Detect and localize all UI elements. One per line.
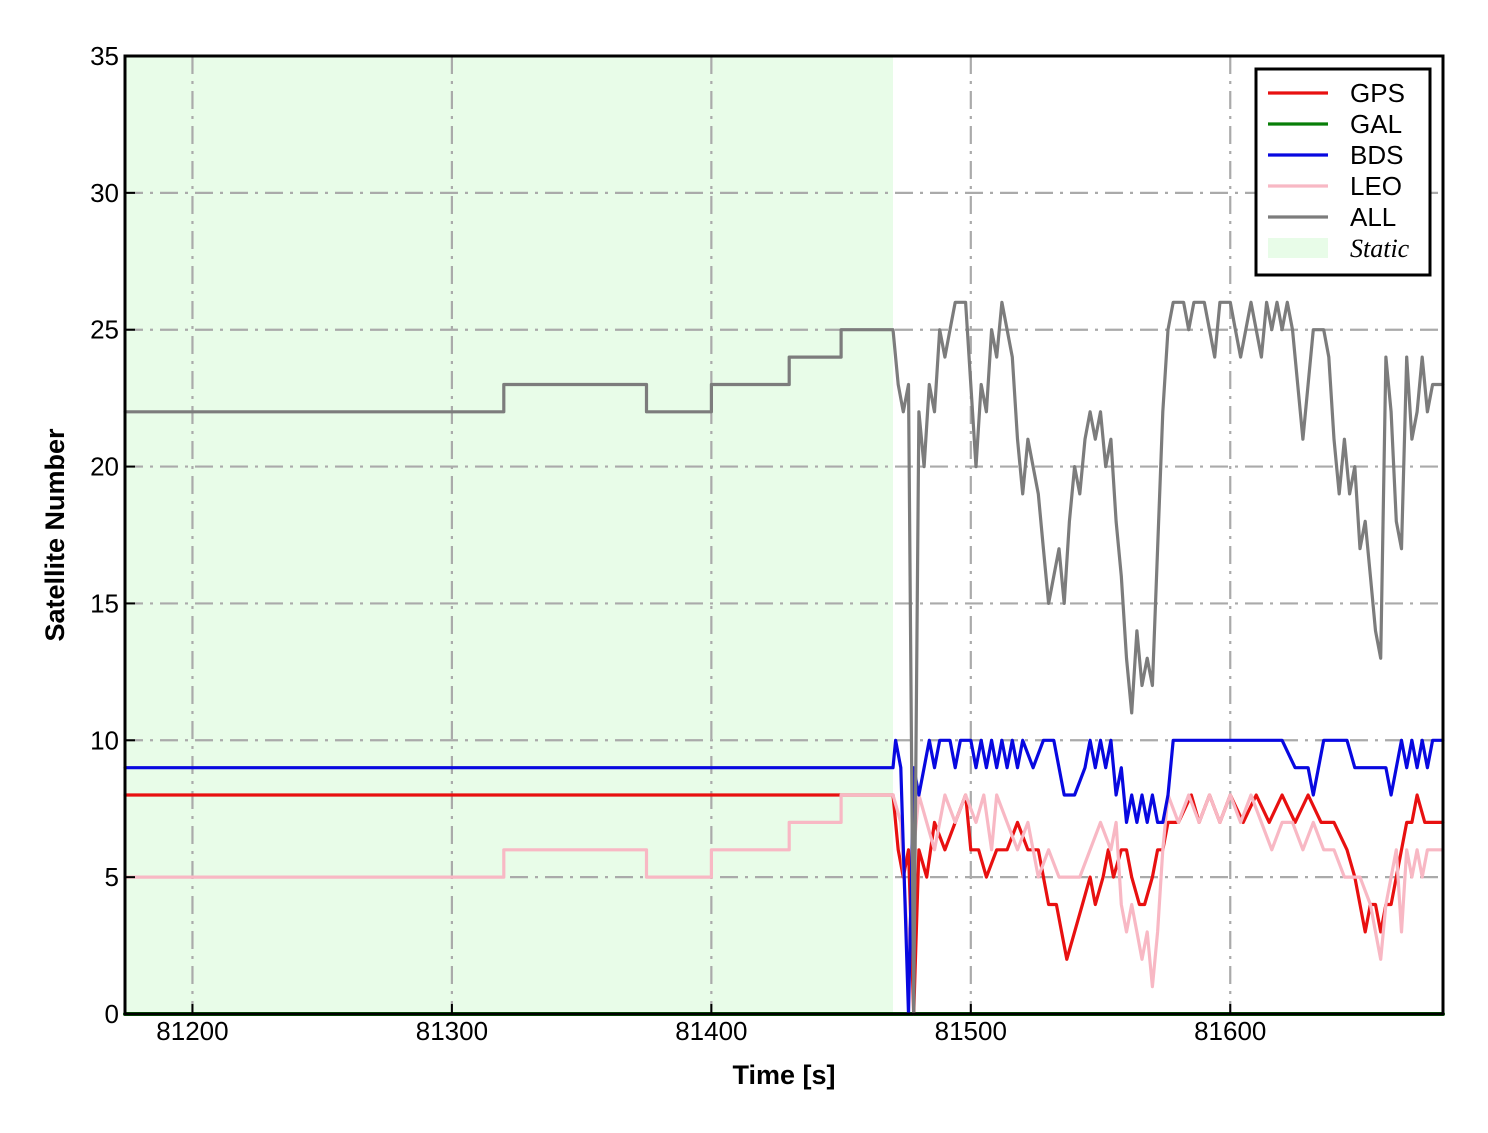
y-tick-label-5: 5 (105, 862, 119, 892)
y-tick-label-0: 0 (105, 999, 119, 1029)
legend-label-all: ALL (1350, 202, 1396, 232)
tick-layer: 81200 81300 81400 81500 81600 0 5 10 15 20 25 30 35 (90, 41, 1266, 1046)
x-axis-title: Time [s] (732, 1060, 835, 1090)
shaded-region-layer (125, 56, 893, 1014)
y-tick-label-30: 30 (90, 178, 119, 208)
y-tick-label-25: 25 (90, 315, 119, 345)
series-line-all (123, 300, 1445, 1016)
series-line-bds (123, 738, 1445, 1016)
legend-label-bds: BDS (1350, 140, 1403, 170)
legend-label-static: Static (1350, 234, 1410, 263)
y-axis-title: Satellite Number (40, 428, 70, 642)
x-tick-label-81400: 81400 (675, 1016, 747, 1046)
y-tick-label-35: 35 (90, 41, 119, 71)
x-tick-label-81300: 81300 (416, 1016, 488, 1046)
x-tick-label-81200: 81200 (156, 1016, 228, 1046)
legend-label-gal: GAL (1350, 109, 1402, 139)
legend-swatch-static (1268, 238, 1328, 258)
y-tick-label-10: 10 (90, 725, 119, 755)
plot-frame (123, 54, 1445, 1016)
x-tick-label-81500: 81500 (935, 1016, 1007, 1046)
static-region (125, 56, 893, 1014)
legend-label-gps: GPS (1350, 78, 1405, 108)
x-tick-label-81600: 81600 (1194, 1016, 1266, 1046)
y-tick-label-20: 20 (90, 452, 119, 482)
y-tick-label-15: 15 (90, 588, 119, 618)
legend-label-leo: LEO (1350, 171, 1402, 201)
